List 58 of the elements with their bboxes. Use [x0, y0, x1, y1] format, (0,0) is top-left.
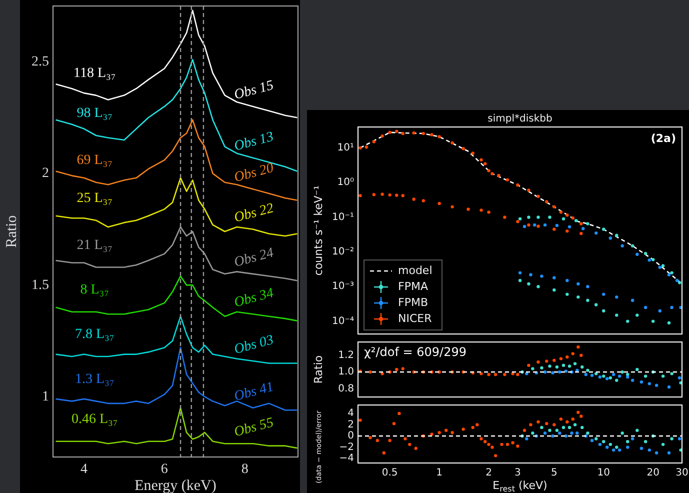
y-tick-label: 2 [42, 166, 49, 182]
annotation: 8 L₃₇ [80, 282, 110, 298]
y-tick-label: 1.0 [338, 366, 354, 378]
y-tick-label: 2.5 [32, 54, 49, 70]
legend-label: FPMA [398, 280, 428, 293]
y-tick-label: 0.8 [338, 383, 354, 394]
legend-label: model [398, 264, 432, 277]
x-tick-label: 30 [676, 468, 688, 479]
annotation: χ²/dof = 609/299 [364, 345, 467, 360]
x-tick-label: 1 [436, 468, 442, 479]
text: Obs 20 [232, 160, 276, 186]
text: Obs 15 [232, 78, 276, 104]
y-tick-label: −2 [339, 442, 354, 453]
x-tick-label: 20 [646, 468, 660, 479]
annotation: 1.3 L₃₇ [74, 372, 114, 387]
text: Obs 55 [232, 415, 276, 440]
x-tick-label: 4 [80, 462, 88, 478]
text: Obs 22 [232, 201, 276, 226]
y-axis-title: Ratio [312, 355, 325, 384]
y-tick-label: 1.2 [338, 350, 354, 361]
text: Obs 34 [232, 286, 276, 311]
chart-title: simpl*diskbb [488, 114, 552, 125]
x-tick-label: 5 [550, 468, 558, 479]
text: Obs 03 [232, 332, 276, 358]
y-tick-label: 10¹ [337, 142, 354, 154]
y-axis-title: counts s⁻¹ keV⁻¹ [312, 185, 325, 276]
x-tick-label: 3 [514, 468, 521, 479]
y-tick-label: 10⁰ [337, 177, 354, 188]
x-tick-label: 0.5 [382, 468, 398, 479]
annotation: 25 L₃₇ [76, 191, 113, 206]
y-tick-label: 2 [348, 419, 354, 430]
x-tick-label: 10 [597, 468, 610, 479]
annotation: 0.46 L₃₇ [71, 412, 118, 428]
y-tick-label: 10⁻³ [332, 281, 354, 292]
text: Obs 13 [232, 130, 276, 154]
y-axis-title: Ratio [4, 215, 20, 248]
annotation: 118 L₃₇ [74, 66, 116, 81]
x-axis-title: Energy (keV) [134, 478, 216, 493]
x-tick-label: 8 [241, 462, 248, 478]
y-tick-label: −4 [339, 453, 354, 464]
text: Obs 41 [232, 380, 276, 404]
y-tick-label: 0 [348, 430, 354, 442]
y-tick-label: 1.5 [32, 278, 49, 293]
annotation: 21 L₃₇ [76, 238, 113, 253]
text: Obs 24 [232, 246, 276, 270]
annotation: (2a) [650, 132, 676, 145]
y-tick-label: 4 [348, 408, 354, 420]
legend-label: NICER [398, 312, 432, 325]
y-tick-label: 10⁻⁴ [332, 316, 354, 327]
y-tick-label: 10⁻² [332, 246, 354, 258]
annotation: 69 L₃₇ [76, 153, 113, 168]
legend-label: FPMB [398, 296, 428, 309]
annotation: 98 L₃₇ [76, 106, 113, 122]
y-tick-label: 1 [42, 389, 49, 404]
x-tick-label: 6 [160, 462, 168, 478]
y-tick-label: 10⁻¹ [332, 212, 354, 223]
x-tick-label: 2 [486, 468, 492, 479]
annotation: 7.8 L₃₇ [74, 327, 114, 342]
